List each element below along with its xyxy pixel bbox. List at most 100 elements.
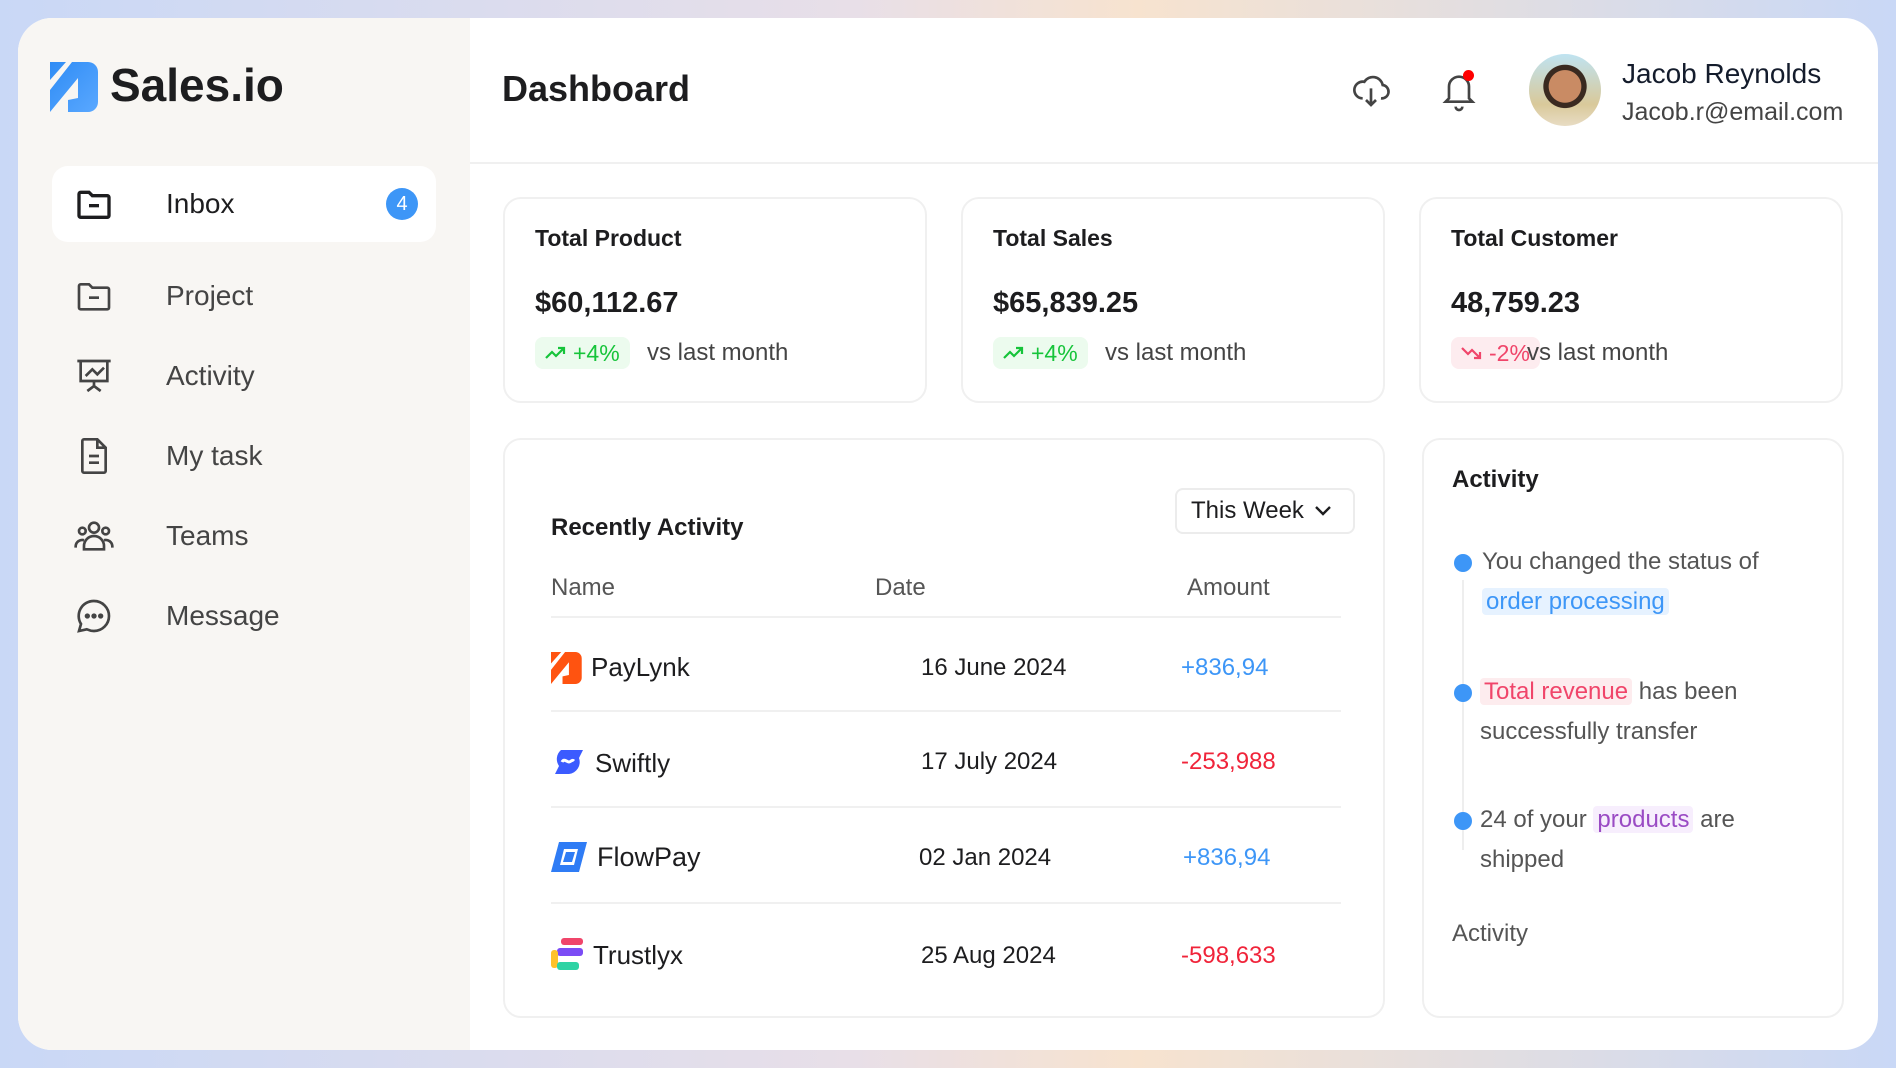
row-date: 17 July 2024 — [921, 748, 1058, 775]
chat-bubble-icon — [77, 599, 111, 633]
app-window: Sales.io Inbox 4 Project Activity My tas… — [18, 18, 1878, 1050]
sidebar-item-label: Activity — [166, 360, 255, 391]
column-header-name: Name — [551, 574, 616, 601]
brand-name: Sales.io — [110, 59, 284, 111]
change-value: +4% — [1031, 339, 1078, 366]
trend-down-icon — [1461, 347, 1482, 360]
paylynk-logo-icon — [551, 652, 582, 684]
activity-feed-card: Activity You changed the status of order… — [1422, 438, 1844, 1018]
activity-text: You changed the status of — [1482, 548, 1759, 575]
notification-dot — [1463, 70, 1474, 81]
sidebar-item-project[interactable]: Project — [52, 258, 436, 334]
timeline-dot — [1454, 812, 1472, 830]
change-badge: -2% — [1451, 337, 1540, 369]
sidebar-item-my-task[interactable]: My task — [52, 418, 436, 494]
folder-icon — [77, 283, 111, 311]
timeline-dot — [1454, 684, 1472, 702]
sidebar-item-label: Message — [166, 600, 280, 631]
table-row[interactable]: FlowPay 02 Jan 2024 +836,94 — [551, 828, 1341, 924]
sidebar-item-teams[interactable]: Teams — [52, 498, 436, 574]
header-divider — [470, 162, 1878, 164]
user-avatar[interactable] — [1529, 54, 1601, 126]
users-icon — [74, 521, 114, 551]
activity-text: are shipped — [1480, 806, 1735, 873]
timeline-line — [1462, 580, 1464, 850]
sidebar-item-label: Teams — [166, 520, 249, 551]
change-badge: +4% — [993, 337, 1088, 369]
table-row[interactable]: Trustlyx 25 Aug 2024 -598,633 — [551, 924, 1341, 1020]
document-icon — [81, 438, 107, 474]
cloud-download-icon[interactable] — [1351, 70, 1391, 110]
sidebar-item-label: Inbox — [166, 188, 235, 219]
activity-footer-label: Activity — [1452, 920, 1529, 947]
activity-text: 24 of your — [1480, 806, 1594, 833]
divider — [551, 616, 1341, 618]
table-row[interactable]: Swiftly 17 July 2024 -253,988 — [551, 732, 1341, 828]
period-dropdown-value: This Week — [1191, 497, 1304, 524]
company-name: Trustlyx — [593, 940, 684, 970]
stat-value: 48,759.23 — [1451, 287, 1581, 319]
activity-highlight[interactable]: products — [1593, 806, 1694, 833]
activity-highlight[interactable]: order processing — [1482, 588, 1669, 615]
column-header-amount: Amount — [1187, 574, 1270, 601]
activity-item: 24 of your products are shipped — [1480, 800, 1780, 880]
comparison-label: vs last month — [647, 339, 789, 366]
sidebar-item-label: Project — [166, 280, 254, 311]
sidebar-item-label: My task — [166, 440, 263, 471]
stat-card-total-customer: Total Customer 48,759.23 -2% vs last mon… — [1419, 197, 1843, 403]
trustlyx-logo-icon — [551, 938, 583, 970]
stat-title: Total Product — [535, 225, 682, 251]
trend-up-icon — [545, 346, 566, 359]
divider — [551, 710, 1341, 712]
recent-activity-card: Recently Activity This Week Name Date Am… — [503, 438, 1385, 1018]
flowpay-logo-icon — [551, 842, 587, 872]
user-name: Jacob Reynolds — [1622, 58, 1822, 89]
sales-logo-icon — [50, 62, 98, 112]
stat-value: $65,839.25 — [993, 287, 1139, 319]
period-dropdown[interactable]: This Week — [1175, 488, 1355, 534]
trend-up-icon — [1003, 346, 1024, 359]
comparison-label: vs last month — [1105, 339, 1247, 366]
row-amount: +836,94 — [1181, 654, 1269, 681]
row-amount: -253,988 — [1181, 748, 1276, 775]
stat-title: Total Sales — [993, 225, 1113, 251]
section-title: Recently Activity — [551, 514, 744, 541]
swiftly-logo-icon — [555, 750, 583, 774]
notifications-button[interactable] — [1439, 68, 1479, 112]
table-row[interactable]: PayLynk 16 June 2024 +836,94 — [551, 636, 1341, 732]
divider — [551, 806, 1341, 808]
company-name: PayLynk — [591, 652, 690, 682]
user-email: Jacob.r@email.com — [1622, 98, 1844, 126]
change-badge: +4% — [535, 337, 630, 369]
chevron-down-icon — [1315, 506, 1331, 516]
timeline-dot — [1454, 554, 1472, 572]
activity-highlight[interactable]: Total revenue — [1480, 678, 1633, 705]
activity-item: You changed the status of order processi… — [1482, 542, 1822, 622]
activity-item: Total revenue has been successfully tran… — [1480, 672, 1780, 752]
change-value: +4% — [573, 339, 620, 366]
row-date: 02 Jan 2024 — [919, 844, 1052, 871]
presentation-chart-icon — [77, 359, 111, 393]
folder-minus-icon — [77, 190, 111, 219]
bell-icon — [1442, 75, 1476, 112]
row-amount: -598,633 — [1181, 942, 1276, 969]
page-title: Dashboard — [502, 68, 691, 109]
sidebar-item-activity[interactable]: Activity — [52, 338, 436, 414]
sidebar-item-inbox[interactable]: Inbox 4 — [52, 166, 436, 242]
column-header-date: Date — [875, 574, 926, 601]
company-name: Swiftly — [595, 748, 671, 778]
sidebar: Sales.io Inbox 4 Project Activity My tas… — [18, 18, 470, 1050]
row-date: 25 Aug 2024 — [921, 942, 1056, 969]
row-date: 16 June 2024 — [921, 654, 1067, 681]
sidebar-item-message[interactable]: Message — [52, 578, 436, 654]
comparison-label: vs last month — [1527, 339, 1669, 366]
stat-title: Total Customer — [1451, 225, 1618, 251]
section-title: Activity — [1452, 466, 1539, 493]
activity-text: has been successfully transfer — [1480, 678, 1738, 745]
row-amount: +836,94 — [1183, 844, 1271, 871]
stat-card-total-product: Total Product $60,112.67 +4% vs last mon… — [503, 197, 927, 403]
stat-card-total-sales: Total Sales $65,839.25 +4% vs last month — [961, 197, 1385, 403]
company-name: FlowPay — [597, 842, 701, 872]
divider — [551, 902, 1341, 904]
inbox-count-badge: 4 — [386, 188, 418, 220]
